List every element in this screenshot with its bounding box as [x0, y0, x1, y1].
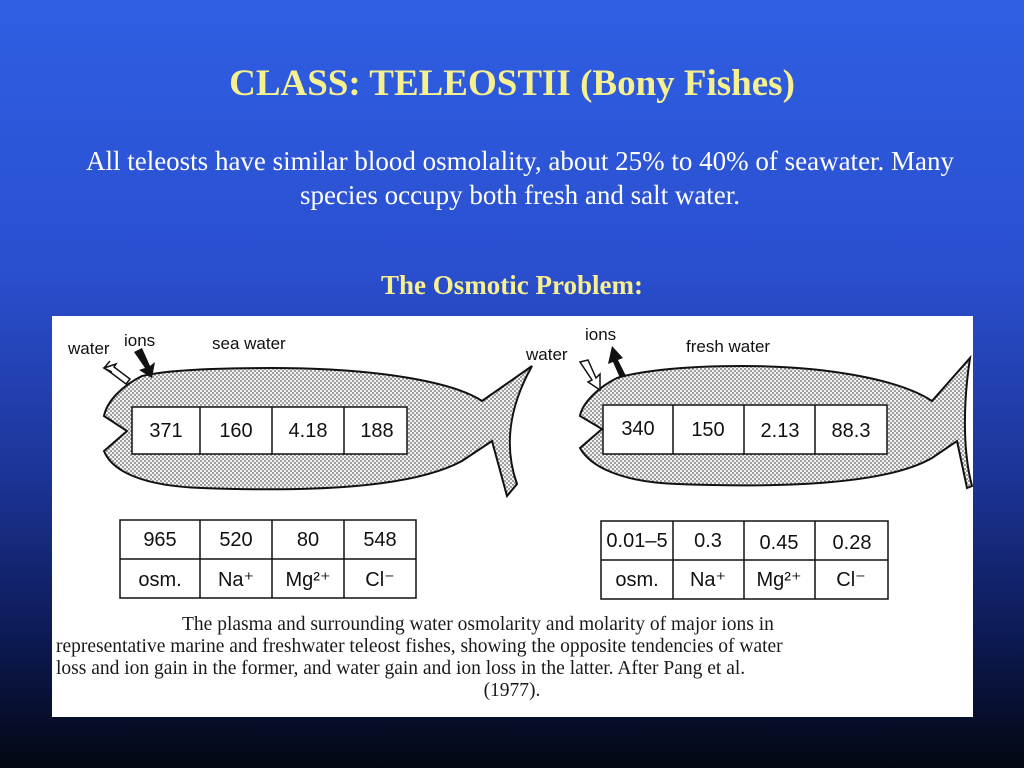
marine-sea-cl: 548	[363, 529, 396, 551]
fresh-plasma-mg: 2.13	[761, 420, 800, 442]
fresh-plasma-cl: 88.3	[832, 420, 871, 442]
ion-gain-arrow-icon	[134, 348, 155, 378]
marine-fish: 371 160 4.18 188 water ions sea water 96…	[67, 331, 533, 599]
fresh-ions-label: ions	[585, 325, 616, 344]
marine-header-osm: osm.	[138, 569, 181, 591]
fresh-water-cl: 0.28	[833, 532, 872, 554]
fresh-water-mg: 0.45	[760, 532, 799, 554]
slide-title: CLASS: TELEOSTII (Bony Fishes)	[229, 63, 795, 104]
caption-line-2: representative marine and freshwater tel…	[56, 636, 783, 657]
caption-line-3: loss and ion gain in the former, and wat…	[56, 658, 746, 679]
fresh-water-osm: 0.01–5	[606, 530, 667, 552]
caption-line-1: The plasma and surrounding water osmolar…	[182, 614, 774, 635]
fresh-header-na: Na⁺	[690, 569, 726, 591]
fresh-water-label: water	[525, 345, 568, 364]
fish-diagram: 371 160 4.18 188 water ions sea water 96…	[67, 325, 973, 600]
osmotic-figure: 371 160 4.18 188 water ions sea water 96…	[52, 316, 973, 717]
marine-header-na: Na⁺	[218, 569, 254, 591]
water-gain-arrow-icon	[578, 359, 601, 392]
marine-header-cl: Cl⁻	[365, 569, 394, 591]
marine-plasma-mg: 4.18	[289, 420, 328, 442]
ion-loss-arrow-icon	[608, 346, 626, 378]
marine-ions-label: ions	[124, 331, 155, 350]
caption-line-4: (1977).	[483, 680, 541, 701]
marine-sea-na: 520	[219, 529, 252, 551]
marine-sea-mg: 80	[297, 529, 319, 551]
marine-plasma-na: 160	[219, 420, 252, 442]
freshwater-fish: 340 150 2.13 88.3 water ions fresh water…	[525, 325, 973, 600]
marine-plasma-cl: 188	[360, 420, 393, 442]
fresh-water-na: 0.3	[694, 530, 722, 552]
marine-water-label: water	[67, 339, 110, 358]
fresh-plasma-na: 150	[691, 419, 724, 441]
fresh-header-cl: Cl⁻	[836, 569, 865, 591]
fresh-plasma-osm: 340	[621, 418, 654, 440]
intro-text: All teleosts have similar blood osmolali…	[85, 146, 955, 210]
water-loss-arrow-icon	[102, 362, 132, 386]
marine-sea-osm: 965	[143, 529, 176, 551]
figure-caption: The plasma and surrounding water osmolar…	[56, 614, 968, 702]
fresh-header-mg: Mg²⁺	[757, 569, 802, 591]
marine-plasma-osm: 371	[149, 420, 182, 442]
section-subtitle: The Osmotic Problem:	[381, 270, 643, 300]
fresh-env-label: fresh water	[686, 337, 770, 356]
marine-header-mg: Mg²⁺	[286, 569, 331, 591]
fresh-header-osm: osm.	[615, 569, 658, 591]
marine-env-label: sea water	[212, 334, 286, 353]
